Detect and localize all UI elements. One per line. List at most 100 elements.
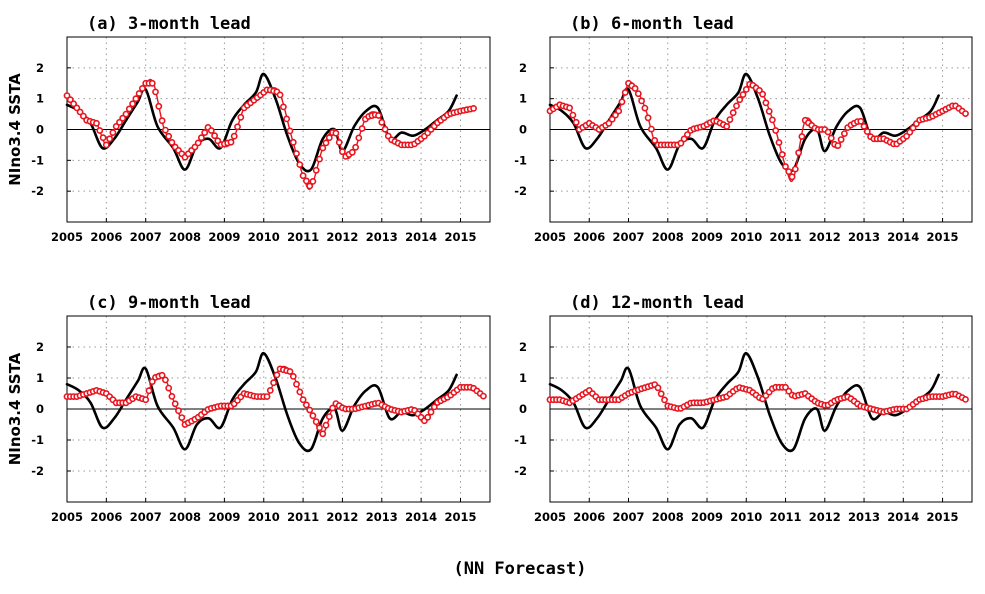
forecast-marker [289, 138, 297, 146]
forecast-marker [279, 103, 287, 111]
forecast-marker [906, 128, 914, 136]
x-tick-label: 2015 [444, 230, 476, 244]
y-tick-label: 2 [519, 340, 527, 354]
forecast-marker [306, 406, 314, 414]
forecast-marker [142, 396, 150, 404]
forecast-marker [276, 91, 284, 99]
forecast-marker [296, 388, 304, 396]
x-tick-label: 2011 [770, 510, 802, 524]
x-tick-label: 2012 [326, 230, 358, 244]
y-tick-label: -1 [31, 433, 44, 447]
observed-line [65, 72, 458, 173]
forecast-marker [612, 111, 619, 119]
chart-panel: (c) 9-month lead NIno3.4 SSTA 2005 2006 2007… [6, 293, 491, 524]
chart-panel: (b) 6-month lead 2005 2006 2007 2008 2009 2010… [514, 14, 973, 244]
forecast-marker [319, 144, 327, 152]
y-axis-label: NIno3.4 SSTA [6, 73, 24, 186]
forecast-marker [827, 134, 835, 142]
forecast-marker [161, 376, 169, 384]
forecast-marker [430, 403, 438, 411]
forecast-marker [168, 138, 176, 146]
forecast-marker [615, 107, 623, 115]
forecast-marker [723, 123, 731, 130]
x-tick-label: 2013 [848, 510, 880, 524]
forecast-marker [207, 127, 215, 134]
x-tick-label: 2013 [366, 230, 398, 244]
forecast-marker [355, 134, 363, 142]
y-tick-label: -1 [31, 153, 44, 167]
forecast-marker [621, 89, 629, 96]
forecast-marker [155, 102, 163, 110]
forecast-marker [237, 113, 245, 121]
forecast-marker [375, 112, 382, 119]
forecast-marker [175, 407, 182, 415]
x-tick-label: 2010 [248, 230, 280, 244]
forecast-marker [316, 155, 323, 163]
x-tick-label: 2009 [208, 230, 240, 244]
y-tick-label: -2 [31, 184, 44, 198]
forecast-marker [566, 104, 573, 112]
forecast-marker [378, 118, 386, 126]
forecast-marker [80, 112, 87, 120]
forecast-marker [293, 380, 300, 388]
y-tick-label: 2 [36, 61, 44, 75]
forecast-marker [302, 177, 310, 185]
y-tick-label: 1 [519, 371, 527, 385]
forecast-marker [795, 149, 802, 157]
forecast-marker [266, 386, 274, 394]
x-tick-label: 2006 [573, 510, 605, 524]
forecast-marker [857, 117, 865, 125]
forecast-marker [178, 414, 186, 421]
forecast-marker [684, 131, 691, 138]
forecast-marker [470, 105, 477, 112]
forecast-marker [782, 163, 789, 170]
forecast-marker [348, 148, 356, 156]
chart-panel: (a) 3-month lead NIno3.4 SSTA 2005 2006 2007… [6, 14, 491, 244]
forecast-marker [569, 111, 577, 119]
figure-footer: (NN Forecast) [453, 559, 586, 579]
forecast-marker [736, 96, 744, 104]
forecast-marker [638, 97, 645, 105]
forecast-marker [322, 421, 330, 429]
forecast-marker [148, 378, 156, 385]
chart-title: (d) 12-month lead [570, 293, 744, 313]
x-tick-label: 2011 [770, 230, 802, 244]
forecast-marker [841, 130, 848, 137]
forecast-marker [152, 88, 159, 96]
forecast-marker [112, 123, 120, 130]
forecast-marker [66, 96, 74, 104]
y-tick-label: -2 [514, 184, 527, 198]
x-tick-label: 2005 [51, 510, 83, 524]
forecast-marker [299, 172, 307, 180]
chart-title: (a) 3-month lead [87, 14, 251, 34]
forecast-marker [230, 132, 238, 140]
x-tick-label: 2014 [887, 510, 919, 524]
forecast-marker [733, 102, 740, 110]
x-tick-label: 2012 [809, 510, 841, 524]
forecast-marker [680, 135, 688, 143]
x-tick-label: 2008 [652, 230, 684, 244]
x-tick-label: 2010 [730, 510, 762, 524]
forecast-marker [661, 396, 668, 404]
forecast-marker [201, 129, 209, 136]
forecast-marker [572, 118, 580, 126]
y-tick-label: -1 [514, 433, 527, 447]
forecast-marker [834, 142, 842, 149]
x-tick-label: 2009 [208, 510, 240, 524]
y-tick-label: 0 [36, 402, 44, 416]
x-tick-label: 2011 [287, 510, 319, 524]
y-tick-label: -2 [514, 464, 527, 478]
forecast-marker [657, 390, 665, 398]
x-tick-label: 2013 [848, 230, 880, 244]
y-tick-label: 1 [519, 92, 527, 106]
forecast-marker [765, 107, 773, 115]
forecast-marker [132, 95, 140, 103]
forecast-marker [63, 92, 71, 99]
forecast-marker [325, 134, 333, 142]
forecast-marker [962, 395, 969, 403]
forecast-marker [837, 136, 845, 143]
chart-title: (b) 6-month lead [570, 14, 734, 34]
forecast-marker [788, 173, 796, 181]
x-tick-label: 2007 [130, 230, 162, 244]
